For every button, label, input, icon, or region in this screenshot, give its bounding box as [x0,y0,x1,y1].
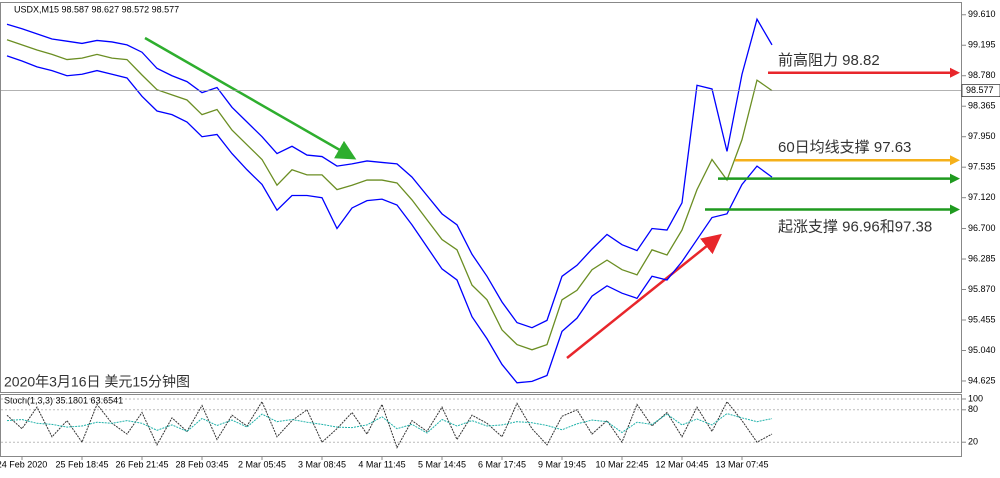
y-tick-label: 97.950 [968,131,996,141]
x-tick-label: 13 Mar 07:45 [715,459,768,469]
stoch-title: Stoch(1,3,3) 35.1801 63.6541 [4,395,123,405]
current-price-box [961,84,1000,97]
caption: 2020年3月16日 美元15分钟图 [4,374,190,390]
y-tick-label: 97.535 [968,162,996,172]
x-tick-label: 12 Mar 04:45 [655,459,708,469]
level-arrowhead [950,173,960,184]
x-tick-label: 26 Feb 21:45 [115,459,168,469]
y-tick-label: 95.040 [968,345,996,355]
y-tick-label: 96.285 [968,253,996,263]
level-label: 60日均线支撑 97.63 [778,139,911,156]
price-line [6,39,773,351]
main-panel [0,2,962,393]
y-tick-label: 96.700 [968,223,996,233]
trend-arrow [566,233,722,359]
y-tick-label: 98.365 [968,101,996,111]
current-price-label: 98.577 [966,85,994,95]
x-tick-label: 24 Feb 2020 [0,459,47,469]
y-tick-label: 97.120 [968,192,996,202]
x-tick-label: 3 Mar 08:45 [298,459,346,469]
y-tick-label: 99.195 [968,40,996,50]
y-tick-label: 98.780 [968,70,996,80]
x-tick-label: 28 Feb 03:45 [175,459,228,469]
y-tick-label: 95.870 [968,284,996,294]
y-tick-label: 99.610 [968,9,996,19]
stoch-line [6,413,773,434]
price-line [6,17,773,329]
y-tick-label: 20 [968,437,978,447]
x-tick-label: 4 Mar 11:45 [358,459,405,469]
y-tick-label: 94.625 [968,375,996,385]
y-tick-label: 95.455 [968,314,996,324]
chart-title: USDX,M15 98.587 98.627 98.572 98.577 [14,4,179,14]
y-tick-label: 100 [968,393,983,403]
level-arrowhead [950,67,960,78]
level-arrowhead [950,155,960,166]
y-tick-label: 80 [968,404,978,414]
x-tick-label: 2 Mar 05:45 [238,459,286,469]
level-arrowhead [950,204,960,215]
x-tick-label: 6 Mar 17:45 [478,459,526,469]
trend-arrow [144,36,357,160]
x-tick-label: 5 Mar 14:45 [418,459,466,469]
level-label: 起涨支撑 96.96和97.38 [778,218,932,235]
level-label: 前高阻力 98.82 [778,52,880,69]
x-tick-label: 9 Mar 19:45 [538,459,586,469]
x-tick-label: 10 Mar 22:45 [595,459,648,469]
stoch-panel [0,394,962,457]
x-tick-label: 25 Feb 18:45 [55,459,108,469]
stoch-line [6,400,773,449]
price-line [6,55,773,384]
